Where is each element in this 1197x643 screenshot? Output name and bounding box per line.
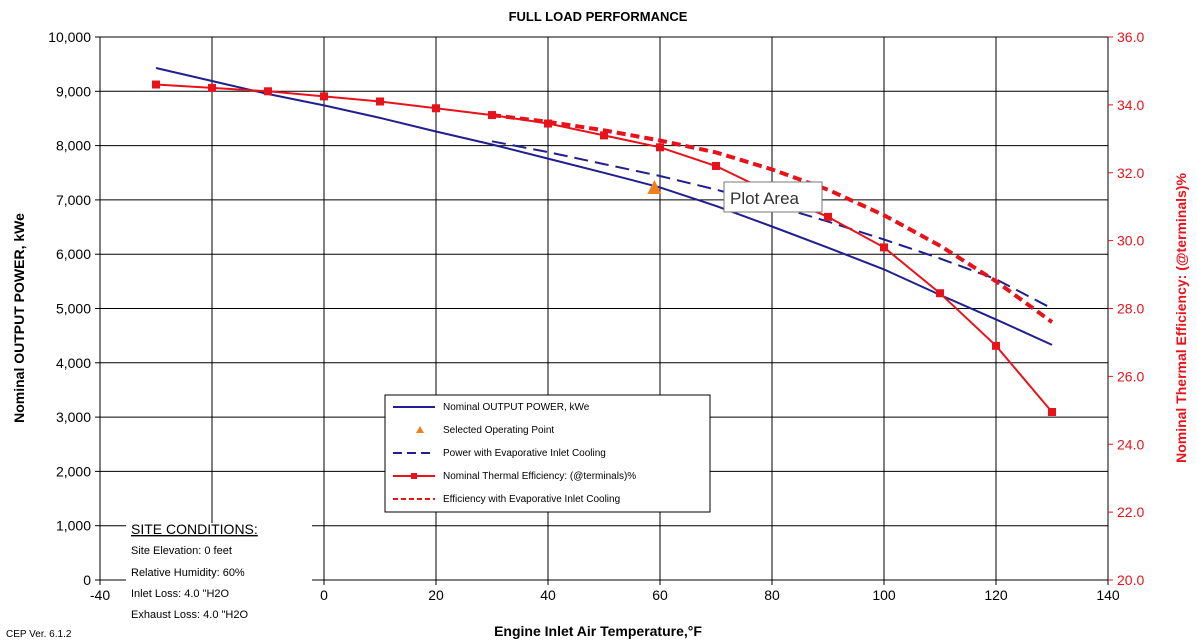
tooltip-box — [723, 181, 823, 213]
x-tick-label: 0 — [320, 587, 328, 603]
axes: -40-2002040608010012014001,0002,0003,000… — [48, 29, 1144, 603]
site-conditions: SITE CONDITIONS: Site Elevation: 0 feet … — [126, 521, 312, 621]
tooltip-text: Plot Area — [730, 189, 800, 208]
x-tick-label: 20 — [428, 587, 444, 603]
nominal-thermal-efficiency-terminals-marker — [320, 92, 328, 101]
legend-swatch-operating-point — [416, 426, 424, 433]
legend-label-operating-point: Selected Operating Point — [443, 425, 554, 436]
nominal-output-power-kwe-line — [155, 67, 1053, 346]
nominal-thermal-efficiency-terminals-marker — [936, 289, 944, 298]
y2-tick-label: 24.0 — [1117, 436, 1144, 452]
nominal-thermal-efficiency-terminals-marker — [432, 104, 440, 113]
y2-tick-label: 20.0 — [1117, 572, 1144, 588]
inlet-loss: Inlet Loss: 4.0 "H2O — [131, 588, 230, 600]
site-elevation: Site Elevation: 0 feet — [131, 545, 232, 557]
nominal-thermal-efficiency-terminals-marker — [264, 87, 272, 96]
nominal-thermal-efficiency-terminals-marker — [152, 80, 160, 89]
nominal-thermal-efficiency-terminals-marker — [992, 341, 1000, 350]
series-layer — [152, 67, 1056, 417]
site-conditions-box — [126, 523, 312, 607]
power-with-evaporative-inlet-cooling-line — [491, 140, 1053, 310]
legend-label-efficiency-evap: Efficiency with Evaporative Inlet Coolin… — [443, 494, 620, 505]
grid — [99, 36, 1109, 581]
x-tick-label: 60 — [652, 587, 668, 603]
y-tick-label: 9,000 — [56, 83, 91, 99]
y2-tick-label: 26.0 — [1117, 368, 1144, 384]
x-tick-label: 40 — [540, 587, 556, 603]
version-label: CEP Ver. 6.1.2 — [6, 629, 72, 640]
legend-label-power: Nominal OUTPUT POWER, kWe — [443, 402, 590, 413]
x-tick-label: 140 — [1096, 587, 1120, 603]
y-tick-label: 0 — [83, 572, 91, 588]
x-tick-label: 100 — [872, 587, 896, 603]
y-tick-label: 6,000 — [56, 246, 91, 262]
y2-tick-label: 34.0 — [1117, 97, 1144, 113]
y2-tick-label: 28.0 — [1117, 301, 1144, 317]
operating-point-marker — [647, 180, 662, 195]
legend: Nominal OUTPUT POWER, kWe Selected Opera… — [384, 394, 711, 513]
nominal-thermal-efficiency-terminals-marker — [712, 161, 720, 170]
nominal-thermal-efficiency-terminals-marker — [600, 131, 608, 140]
nominal-thermal-efficiency-terminals-marker — [488, 111, 496, 120]
legend-label-power-evap: Power with Evaporative Inlet Cooling — [443, 448, 606, 459]
plot-area-tooltip: Plot Area — [723, 181, 823, 213]
y2-tick-label: 30.0 — [1117, 233, 1144, 249]
relative-humidity: Relative Humidity: 60% — [131, 567, 245, 579]
y2-axis-title: Nominal Thermal Efficiency: (@terminals)… — [1173, 173, 1189, 463]
nominal-thermal-efficiency-terminals-marker — [880, 243, 888, 252]
legend-box — [384, 394, 711, 513]
x-axis-title: Engine Inlet Air Temperature,°F — [494, 623, 702, 639]
legend-label-efficiency: Nominal Thermal Efficiency: (@terminals)… — [443, 471, 636, 482]
exhaust-loss: Exhaust Loss: 4.0 "H2O — [131, 609, 248, 621]
y-tick-label: 2,000 — [56, 463, 91, 479]
y-tick-label: 5,000 — [56, 301, 91, 317]
y2-tick-label: 22.0 — [1117, 504, 1144, 520]
y2-tick-label: 32.0 — [1117, 165, 1144, 181]
nominal-thermal-efficiency-terminals-marker — [1048, 408, 1056, 417]
nominal-thermal-efficiency-terminals-marker — [208, 83, 216, 92]
y-tick-label: 3,000 — [56, 409, 91, 425]
y-tick-label: 1,000 — [56, 518, 91, 534]
nominal-thermal-efficiency-terminals-marker — [656, 143, 664, 152]
chart-title: FULL LOAD PERFORMANCE — [509, 9, 688, 24]
x-tick-label: 80 — [764, 587, 780, 603]
y2-tick-label: 36.0 — [1117, 29, 1144, 45]
legend-swatch-efficiency-marker — [411, 473, 417, 479]
y-axis-title: Nominal OUTPUT POWER, kWe — [11, 213, 27, 423]
y-tick-label: 4,000 — [56, 355, 91, 371]
efficiency-with-evaporative-inlet-cooling-line — [491, 113, 1054, 324]
y-tick-label: 7,000 — [56, 192, 91, 208]
x-tick-label: 120 — [984, 587, 1008, 603]
nominal-thermal-efficiency-terminals-marker — [824, 212, 832, 221]
x-tick-label: -40 — [90, 587, 110, 603]
site-conditions-title: SITE CONDITIONS: — [131, 521, 258, 537]
nominal-thermal-efficiency-terminals-marker — [376, 97, 384, 106]
y-tick-label: 10,000 — [48, 29, 91, 45]
y-tick-label: 8,000 — [56, 138, 91, 154]
